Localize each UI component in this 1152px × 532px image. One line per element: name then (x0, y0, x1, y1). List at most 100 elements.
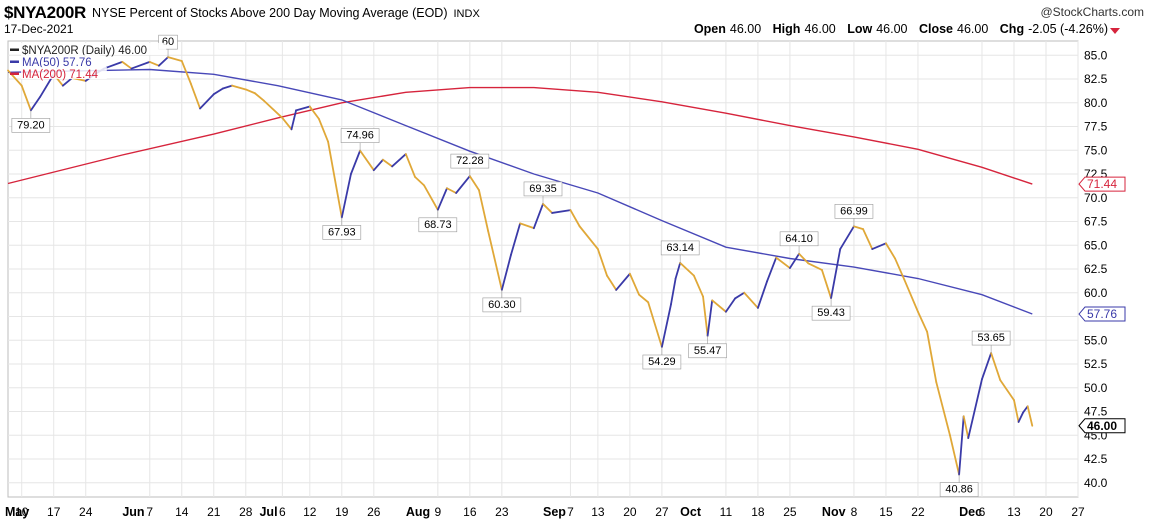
legend-item: MA(200) 71.44 (10, 67, 107, 81)
price-segment (222, 84, 233, 90)
price-segment (606, 274, 618, 291)
x-month-label: Jul (259, 505, 277, 519)
price-segment (510, 222, 522, 256)
chart-date: 17-Dec-2021 (4, 22, 74, 36)
value-tag: 71.44 (1078, 176, 1126, 192)
annotation-box (418, 217, 458, 233)
annotation-label: 60.30 (488, 299, 516, 311)
price-segment (670, 277, 677, 306)
price-segment (532, 203, 544, 230)
y-tick-label: 60.0 (1084, 286, 1108, 300)
y-tick-label: 50.0 (1084, 381, 1108, 395)
x-tick-label: 7 (567, 505, 574, 519)
legend-label: MA(50) 57.76 (22, 57, 92, 69)
price-segment (967, 378, 983, 440)
annotation-label: 55.47 (694, 345, 722, 357)
x-tick-label: 6 (979, 505, 986, 519)
x-tick-label: 16 (463, 505, 477, 519)
annotation-box (779, 231, 819, 247)
high-value: 46.00 (804, 22, 836, 36)
annotation-box (642, 354, 682, 370)
price-segment (853, 225, 864, 231)
legend-label: $NYA200R (Daily) 46.00 (22, 45, 147, 57)
annotation-label: 64.10 (785, 233, 813, 245)
x-month-label: May (5, 505, 29, 519)
x-month-label: Aug (406, 505, 430, 519)
value-tag-label: 46.00 (1087, 419, 1117, 433)
price-segment (244, 88, 256, 95)
price-segment (318, 118, 329, 143)
price-segment (871, 242, 887, 250)
price-segment (121, 61, 133, 70)
ohlc-readout: Open 46.00 High 46.00 Low 46.00 Close 46.00 … (694, 22, 1108, 36)
x-month-label: Dec (959, 505, 982, 519)
annotation-label: 68.73 (424, 219, 452, 231)
value-tag-box (1078, 418, 1126, 434)
y-tick-label: 55.0 (1084, 333, 1108, 347)
annotation-label: 63.14 (666, 242, 694, 254)
open-value: 46.00 (729, 22, 762, 36)
close-value: 46.00 (957, 22, 989, 36)
price-segment (542, 203, 554, 214)
price-segment (706, 299, 714, 337)
x-tick-label: 8 (851, 505, 858, 519)
price-segment (29, 96, 41, 112)
y-tick-label: 77.5 (1084, 120, 1108, 134)
annotation-box (811, 305, 851, 321)
x-tick-label: 6 (279, 505, 286, 519)
value-tag: 57.76 (1078, 306, 1126, 322)
y-tick-label: 42.5 (1084, 452, 1108, 466)
price-segment (962, 415, 970, 440)
price-segment (674, 262, 682, 280)
x-tick-label: 12 (303, 505, 317, 519)
x-tick-label: 18 (751, 505, 765, 519)
symbol-title: $NYA200R (4, 3, 87, 22)
low-label: Low (847, 22, 873, 36)
annotation-box (834, 204, 874, 219)
price-segment (725, 297, 736, 313)
x-tick-label: 10 (15, 505, 29, 519)
price-segment (999, 379, 1015, 402)
price-segment (981, 352, 993, 381)
annotation-box (11, 118, 51, 133)
price-segment (885, 242, 896, 260)
price-segment (404, 153, 416, 178)
price-segment (1022, 405, 1029, 414)
price-segment (692, 274, 704, 298)
price-segment (446, 187, 458, 194)
price-segment (180, 60, 192, 85)
chg-value: -2.05 (-4.26%) (1028, 22, 1108, 36)
y-tick-label: 75.0 (1084, 143, 1108, 157)
annotation-label: 69.35 (529, 183, 557, 195)
chg-label: Chg (999, 22, 1025, 36)
price-segment (231, 84, 247, 91)
annotation-label: 59.43 (817, 307, 845, 319)
price-segment (596, 248, 608, 277)
price-segment (500, 253, 512, 291)
price-segment (478, 189, 490, 232)
y-tick-label: 65.0 (1084, 238, 1108, 252)
price-segment (308, 105, 320, 120)
price-segment (212, 87, 224, 96)
legend-item: $NYA200R (Daily) 46.00 (10, 43, 167, 57)
price-segment (578, 225, 599, 250)
price-segment (157, 56, 169, 67)
low-value: 46.00 (876, 22, 908, 36)
x-month-label: Sep (543, 505, 566, 519)
price-segment (807, 262, 823, 271)
y-tick-label: 52.5 (1084, 357, 1108, 371)
price-segment (702, 295, 709, 337)
annotation-box (523, 181, 563, 197)
down-arrow-icon (1110, 28, 1120, 34)
open-label: Open (693, 22, 726, 36)
price-segment (926, 330, 938, 383)
price-segment (372, 158, 384, 172)
series-line-ma200 (7, 86, 1033, 185)
chart-title: NYSE Percent of Stocks Above 200 Day Mov… (92, 6, 480, 20)
price-segment (130, 61, 151, 70)
price-segment (190, 82, 201, 110)
annotation-box (322, 225, 362, 240)
price-segment (455, 175, 471, 194)
price-segment (615, 272, 631, 291)
